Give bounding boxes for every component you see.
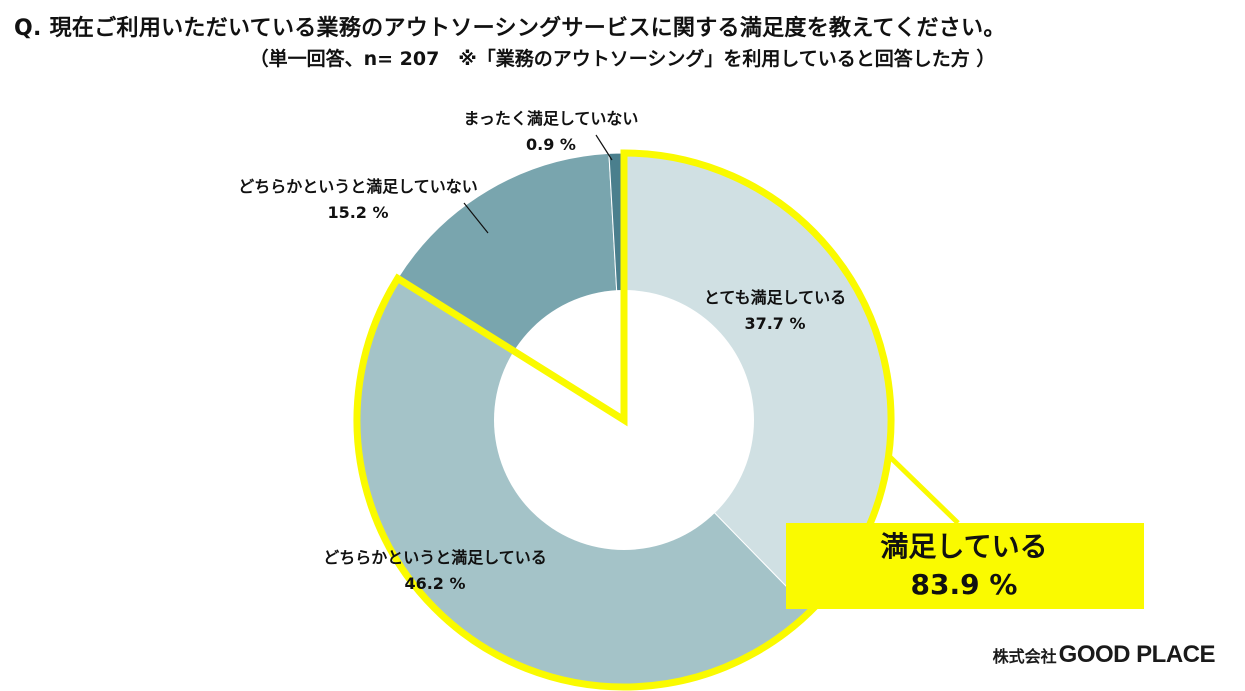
slice-value-2: 46.2 % — [404, 574, 465, 593]
company-logo: 株式会社GOOD PLACE — [992, 641, 1216, 669]
chart-title: Q. 現在ご利用いただいている業務のアウトソーシングサービスに関する満足度を教え… — [14, 16, 1006, 41]
slice-label-3: どちらかというと満足していない — [238, 177, 478, 196]
company-prefix: 株式会社 — [992, 649, 1057, 666]
leader-lines — [463, 134, 613, 234]
slice-value-1: 37.7 % — [744, 314, 805, 333]
slice-value-3: 15.2 % — [327, 203, 388, 222]
satisfied-highlight-outline — [353, 149, 895, 691]
callout-leader-line — [886, 453, 960, 525]
donut-slices — [356, 152, 892, 688]
company-name: GOOD PLACE — [1058, 641, 1216, 668]
slice-value-4: 0.9 % — [526, 135, 576, 154]
callout-box — [786, 523, 1144, 609]
leader-line-3 — [463, 202, 489, 234]
chart-subtitle: （単一回答、n= 207 ※「業務のアウトソーシング」を利用していると回答した方… — [249, 48, 996, 70]
leader-line-4 — [595, 134, 613, 161]
callout-value: 83.9 % — [911, 568, 1018, 601]
slice-label-2: どちらかというと満足している — [323, 548, 547, 567]
callout-label: 満足している — [880, 530, 1047, 563]
satisfied-callout: 満足している 83.9 % — [786, 453, 1144, 609]
slice-label-4: まったく満足していない — [464, 109, 639, 128]
slice-labels: とても満足している 37.7 % どちらかというと満足している 46.2 % どちらかと… — [238, 109, 846, 593]
slice-label-1: とても満足している — [704, 288, 846, 307]
